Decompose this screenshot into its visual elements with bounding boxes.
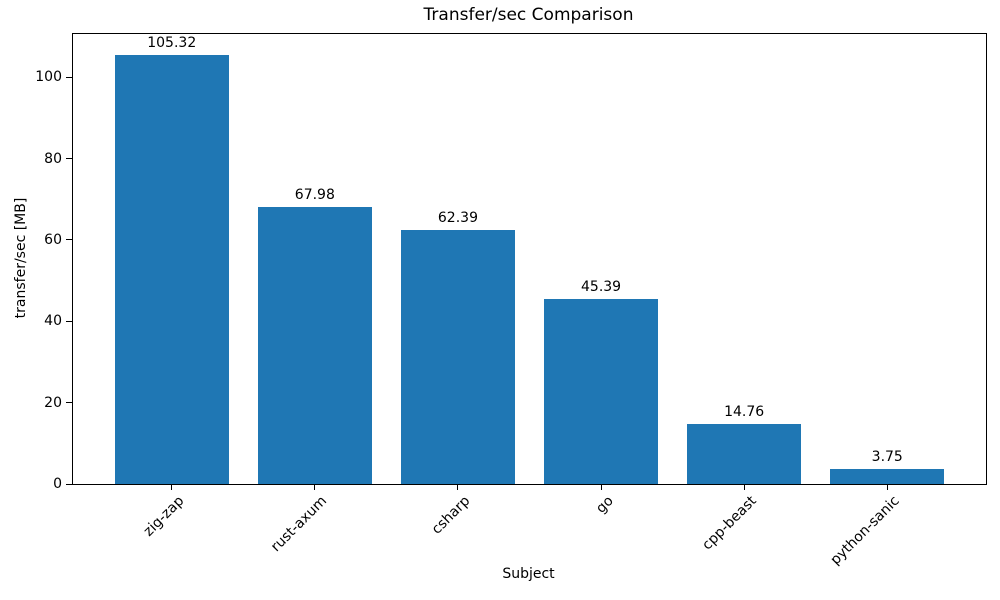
x-tick-mark	[743, 484, 745, 490]
y-tick-mark	[66, 76, 72, 78]
y-axis-label: transfer/sec [MB]	[13, 197, 29, 319]
bar-value-label: 45.39	[581, 279, 622, 296]
x-tick-label: python-sanic	[827, 493, 903, 569]
bar-value-label: 105.32	[147, 35, 197, 52]
bar-value-label: 14.76	[724, 403, 765, 420]
bar-python-sanic	[830, 468, 945, 484]
bar-value-label: 3.75	[871, 448, 903, 465]
bar-csharp	[400, 230, 516, 484]
bar-value-label: 67.98	[294, 187, 335, 204]
x-tick-label: go	[592, 493, 617, 517]
bar-rust-axum	[257, 207, 373, 484]
y-tick-label: 100	[35, 69, 62, 86]
y-tick-mark	[66, 483, 72, 485]
x-tick-mark	[457, 484, 459, 490]
y-tick-mark	[66, 320, 72, 322]
y-tick-mark	[66, 402, 72, 404]
bar-value-label: 62.39	[437, 210, 478, 227]
x-tick-label: cpp-beast	[699, 493, 760, 554]
x-tick-label: rust-axum	[268, 493, 331, 556]
bar-go	[543, 299, 659, 484]
x-tick-mark	[314, 484, 316, 490]
y-tick-label: 40	[44, 313, 62, 330]
y-tick-label: 20	[44, 394, 62, 411]
x-tick-mark	[886, 484, 888, 490]
plot-area: 0 20 40 60 80 100 105.32 zig-zap 67.98 rust-axum 6…	[35, 33, 987, 568]
y-tick-mark	[66, 239, 72, 241]
bar-zig-zap	[114, 55, 229, 484]
x-tick-label: zig-zap	[140, 493, 188, 540]
y-tick-label: 80	[44, 150, 62, 167]
x-tick-label: csharp	[428, 493, 474, 538]
x-tick-mark	[171, 484, 173, 490]
x-axis-label: Subject	[502, 566, 555, 582]
y-tick-label: 60	[44, 231, 62, 248]
bar-cpp-beast	[686, 423, 802, 484]
chart-title: Transfer/sec Comparison	[423, 5, 634, 25]
y-tick-mark	[66, 158, 72, 159]
y-tick-label: 0	[53, 476, 62, 492]
x-tick-mark	[600, 484, 602, 490]
